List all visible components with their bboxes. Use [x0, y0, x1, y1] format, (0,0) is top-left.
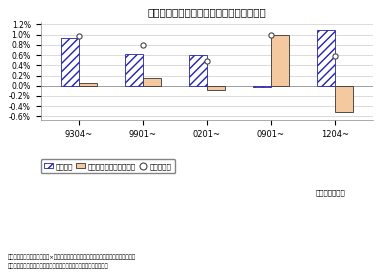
Text: （資料）総務省統計局「労働力調査」、厚生労働省「毎月勤労統計」: （資料）総務省統計局「労働力調査」、厚生労働省「毎月勤労統計」	[8, 264, 108, 270]
Point	[204, 59, 210, 63]
Bar	[189, 55, 207, 86]
Bar	[61, 38, 79, 86]
Legend: 雇用者数, 労働時間（一人当たり）, 労働投入量: 雇用者数, 労働時間（一人当たり）, 労働投入量	[41, 159, 175, 173]
Point	[76, 33, 82, 38]
Bar	[125, 54, 143, 86]
Point	[140, 43, 146, 48]
Bar	[335, 86, 353, 112]
Text: （注）労働投入量＝雇用者数×労働時間（一人当たり）。景気回復局面の年平均伸び率: （注）労働投入量＝雇用者数×労働時間（一人当たり）。景気回復局面の年平均伸び率	[8, 254, 136, 260]
Bar	[143, 78, 161, 86]
Title: 図７　労働時間の減少が労働投入量を抑制: 図７ 労働時間の減少が労働投入量を抑制	[147, 7, 266, 17]
Text: （年・四半期）: （年・四半期）	[316, 190, 346, 196]
Bar	[79, 83, 97, 86]
Point	[332, 54, 338, 58]
Bar	[317, 30, 335, 86]
Bar	[271, 35, 289, 86]
Point	[268, 33, 274, 37]
Bar	[207, 86, 225, 90]
Bar	[253, 86, 271, 87]
